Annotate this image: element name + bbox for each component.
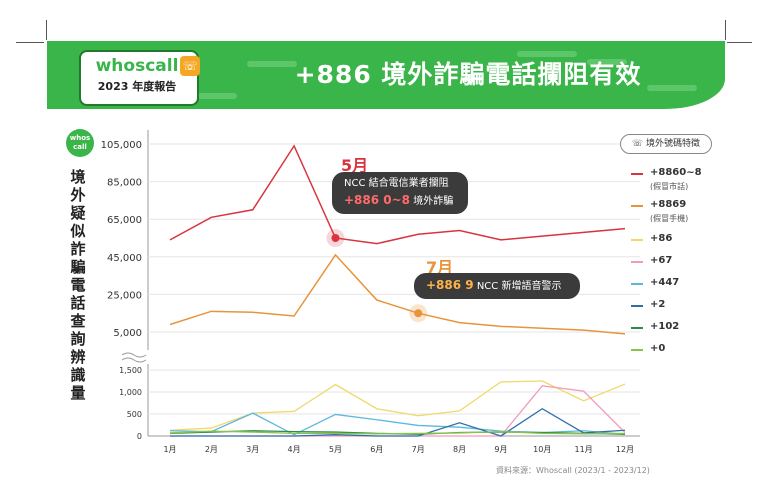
whoscall-logo-icon: whos call (66, 129, 94, 157)
legend-swatch (631, 327, 643, 329)
legend-swatch (631, 283, 643, 285)
legend-label: +2 (650, 299, 666, 310)
legend-swatch (631, 239, 643, 241)
legend-label: +8860~8 (650, 167, 702, 178)
y-axis-title-char: 辨 (70, 348, 86, 366)
highlight-point (331, 234, 340, 242)
callout-may: NCC 結合電信業者攔阻 +886 0~8 境外詐騙 (332, 172, 468, 214)
x-tick-label: 12月 (616, 445, 634, 454)
brand-logo (79, 50, 199, 106)
y-tick-label: 0 (137, 432, 142, 441)
legend-label: +102 (650, 321, 680, 332)
y-tick-label: 85,000 (107, 178, 142, 189)
highlight-point (414, 309, 423, 318)
x-tick-label: 3月 (246, 445, 259, 454)
series-line (169, 430, 626, 435)
y-axis-title-char: 電 (70, 276, 86, 294)
y-axis-title-char: 查 (70, 312, 86, 330)
legend-swatch (631, 349, 643, 351)
legend-label: +67 (650, 255, 673, 266)
callout-jul-highlight: +886 9 (426, 278, 474, 292)
callout-may-highlight: +886 0~8 (344, 193, 411, 207)
series-line (170, 385, 626, 437)
x-tick-label: 6月 (370, 445, 383, 454)
callout-may-line2: 境外詐騙 (413, 196, 454, 207)
y-tick-label: 1,000 (119, 388, 142, 397)
brand-name: whoscall (95, 56, 179, 76)
x-tick-label: 10月 (533, 445, 551, 454)
callout-may-month: 5月 (341, 156, 369, 175)
legend-header-label: 境外號碼特徵 (646, 139, 701, 149)
y-axis-title-char: 詐 (70, 240, 86, 258)
y-axis-title-char: 外 (70, 186, 86, 204)
x-tick-label: 8月 (453, 445, 466, 454)
x-tick-label: 9月 (494, 445, 507, 454)
callout-jul: +886 9 NCC 新增語音警示 (414, 273, 580, 299)
callout-jul-month: 7月 (426, 258, 454, 277)
legend-label: +0 (650, 343, 666, 354)
x-tick-label: 7月 (412, 445, 425, 454)
page-title: +886 境外詐騙電話攔阻有效 (294, 60, 642, 89)
y-axis-title: 境外疑似詐騙電話查詢辨識量 (66, 168, 90, 402)
y-tick-label: 5,000 (113, 328, 142, 339)
y-tick-label: 500 (127, 410, 142, 419)
series-line (169, 144, 626, 245)
legend-label: +447 (650, 277, 680, 288)
y-tick-label: 1,500 (119, 366, 142, 375)
callout-jul-line2: NCC 新增語音警示 (476, 281, 562, 292)
legend-swatch (631, 261, 643, 263)
callout-may-line1: NCC 結合電信業者攔阻 (344, 178, 449, 189)
legend-sublabel: (假冒市話) (650, 182, 689, 191)
y-axis-title-char: 話 (70, 294, 86, 312)
legend-swatch (631, 205, 643, 207)
phone-icon: ☏ (180, 56, 200, 76)
y-tick-label: 105,000 (101, 140, 142, 151)
x-tick-label: 5月 (329, 445, 342, 454)
y-axis-title-char: 識 (70, 366, 86, 384)
axis-break-icon (121, 352, 147, 363)
y-axis-title-char: 似 (70, 222, 86, 240)
y-axis-title-char: 疑 (70, 204, 86, 222)
legend-swatch (631, 173, 643, 175)
series-line (170, 407, 626, 437)
source-note: 資料來源：Whoscall (2023/1 - 2023/12) (496, 466, 650, 475)
y-axis-title-char: 境 (70, 168, 86, 186)
x-tick-label: 11月 (575, 445, 593, 454)
y-axis-title-char: 量 (70, 384, 86, 402)
crop-mark (727, 42, 752, 43)
legend-swatch (631, 305, 643, 307)
legend-header: ☏ 境外號碼特徵 (620, 134, 712, 154)
x-tick-label: 1月 (163, 445, 176, 454)
legend-sublabel: (假冒手機) (650, 214, 689, 223)
report-year: 2023 年度報告 (97, 80, 177, 93)
series-line (169, 253, 626, 335)
x-tick-label: 4月 (288, 445, 301, 454)
legend-label: +8869 (650, 199, 687, 210)
y-axis-title-char: 騙 (70, 258, 86, 276)
crop-mark (46, 20, 47, 40)
legend-label: +86 (650, 233, 673, 244)
crop-mark (16, 42, 44, 43)
y-tick-label: 25,000 (107, 290, 142, 301)
y-tick-label: 45,000 (107, 253, 142, 264)
crop-mark (725, 20, 726, 40)
x-tick-label: 2月 (205, 445, 218, 454)
y-axis-title-char: 詢 (70, 330, 86, 348)
y-tick-label: 65,000 (107, 215, 142, 226)
